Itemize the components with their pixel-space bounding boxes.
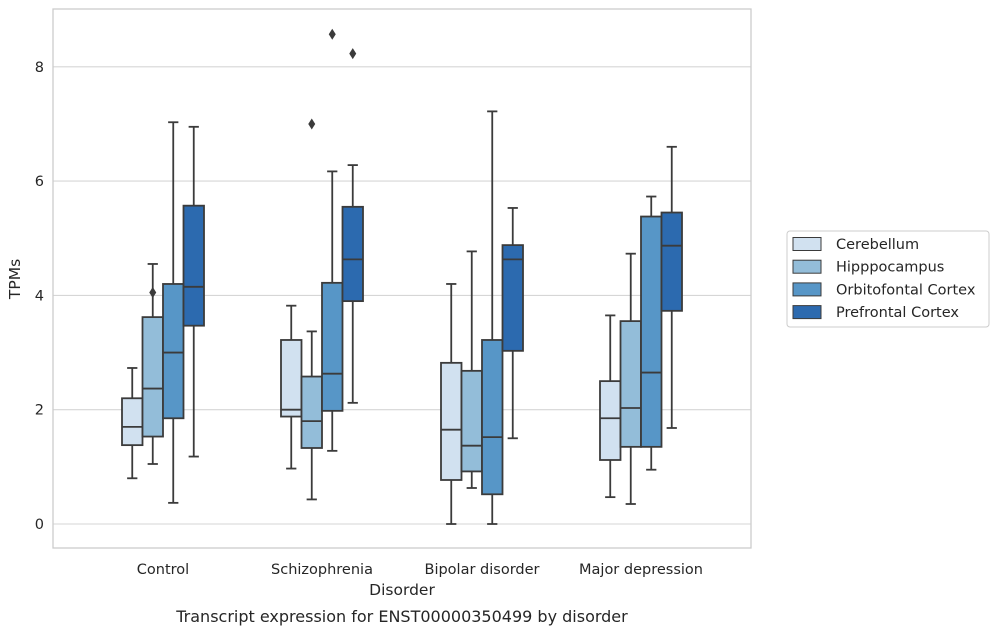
legend: Cerebellum Hipppocampus Orbitofontal Corte… — [786, 230, 990, 328]
legend-swatch — [792, 305, 822, 320]
iqr-box — [501, 244, 524, 352]
outlier-point — [328, 28, 336, 40]
legend-label: Prefrontal Cortex — [836, 305, 959, 321]
legend-swatch — [792, 282, 822, 297]
iqr-box — [599, 380, 622, 461]
legend-swatch — [792, 237, 822, 251]
legend-label: Cerebellum — [836, 237, 919, 253]
box-cerebellum-0 — [121, 367, 144, 480]
legend-label: Orbitofontal Cortex — [836, 282, 976, 298]
iqr-box — [640, 215, 663, 448]
y-axis-label: TPMs — [6, 259, 24, 300]
x-tick-labels: Control Schizophrenia Bipolar disorder Majo… — [137, 562, 703, 578]
box-hipppocampus-1 — [300, 118, 323, 501]
box-prefrontal-cortex-0 — [182, 125, 205, 458]
iqr-box — [460, 369, 483, 473]
iqr-box — [280, 339, 303, 418]
box-orbitofontal-cortex-0 — [162, 121, 185, 504]
box-orbitofontal-cortex-2 — [481, 110, 504, 525]
box-prefrontal-cortex-2 — [501, 207, 524, 440]
box-cerebellum-3 — [599, 314, 622, 499]
outlier-point — [349, 48, 357, 60]
outlier-point — [149, 287, 157, 299]
plot-frame — [52, 8, 752, 549]
iqr-box — [481, 339, 504, 496]
legend-swatch — [792, 259, 822, 274]
box-layer — [121, 28, 683, 525]
box-orbitofontal-cortex-1 — [321, 28, 344, 452]
box-cerebellum-1 — [280, 304, 303, 470]
iqr-box — [440, 361, 463, 481]
iqr-box — [660, 211, 683, 312]
box-hipppocampus-2 — [460, 250, 483, 489]
box-hipppocampus-0 — [141, 263, 164, 465]
x-tick-label: Control — [137, 562, 189, 578]
x-tick-label: Schizophrenia — [271, 562, 373, 578]
y-tick-label: 8 — [35, 60, 44, 76]
chart-caption: Transcript expression for ENST0000035049… — [175, 607, 628, 626]
iqr-box — [162, 283, 185, 420]
x-axis-label: Disorder — [369, 581, 435, 599]
iqr-box — [341, 205, 364, 303]
x-tick-label: Bipolar disorder — [425, 562, 540, 578]
iqr-box — [141, 316, 164, 438]
iqr-box — [121, 397, 144, 447]
y-tick-label: 4 — [35, 288, 44, 304]
x-tick-label: Major depression — [579, 562, 703, 578]
legend-frame — [786, 230, 990, 328]
iqr-box — [321, 281, 344, 412]
box-prefrontal-cortex-1 — [341, 48, 364, 404]
outlier-point — [308, 118, 316, 130]
box-hipppocampus-3 — [619, 252, 642, 505]
y-tick-labels: 0 2 4 6 8 — [35, 60, 44, 533]
iqr-box — [300, 375, 323, 449]
iqr-box — [619, 320, 642, 448]
y-tick-label: 0 — [35, 517, 44, 533]
iqr-box — [182, 204, 205, 327]
y-tick-label: 6 — [35, 174, 44, 190]
box-orbitofontal-cortex-3 — [640, 195, 663, 471]
y-tick-label: 2 — [35, 403, 44, 419]
box-cerebellum-2 — [440, 283, 463, 525]
legend-label: Hipppocampus — [836, 260, 944, 276]
box-prefrontal-cortex-3 — [660, 145, 683, 429]
